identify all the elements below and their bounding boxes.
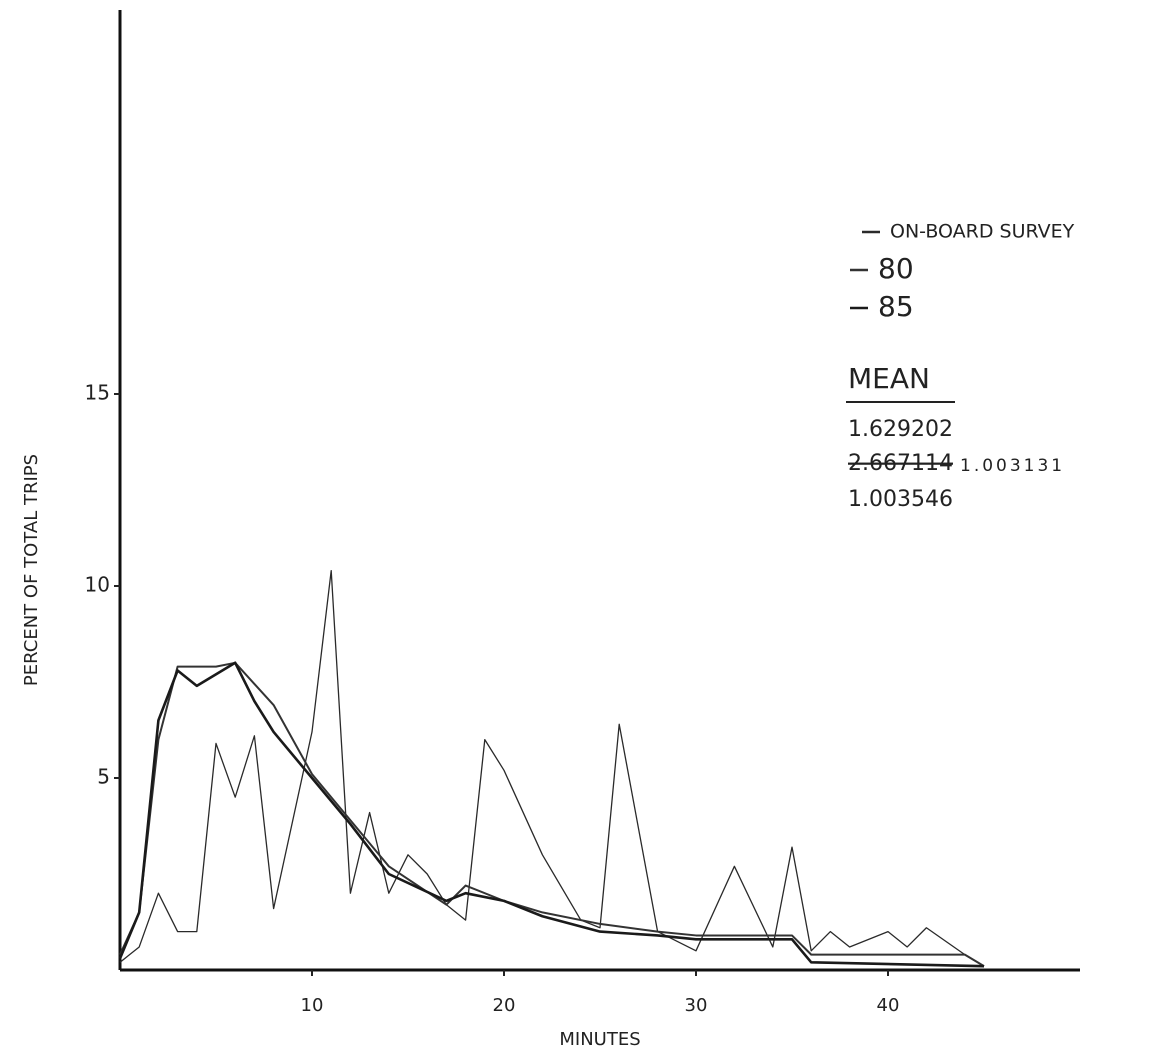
series-line — [119, 661, 985, 968]
x-axis-label: MINUTES — [559, 1029, 640, 1050]
series-line — [119, 569, 985, 967]
x-tick-label: 40 — [877, 995, 900, 1016]
legend-label: ON-BOARD SURVEY — [890, 221, 1075, 243]
mean-value: 1.629202 — [848, 417, 953, 442]
mean-value: 1.003546 — [848, 487, 953, 512]
mean-heading: MEAN — [848, 362, 930, 395]
series-line — [118, 661, 985, 968]
mean-value-struck: 2.667114 — [848, 451, 953, 476]
legend-label: 85 — [878, 290, 914, 323]
y-tick-label: 15 — [85, 381, 110, 405]
mean-value: 1.003131 — [960, 456, 1065, 476]
x-tick-label: 10 — [301, 995, 324, 1016]
y-axis-label: PERCENT OF TOTAL TRIPS — [21, 454, 42, 686]
x-tick-label: 20 — [493, 995, 516, 1016]
y-tick-label: 10 — [85, 573, 110, 597]
x-tick-label: 30 — [685, 995, 708, 1016]
legend-label: 80 — [878, 252, 914, 285]
y-tick-label: 5 — [97, 765, 110, 789]
